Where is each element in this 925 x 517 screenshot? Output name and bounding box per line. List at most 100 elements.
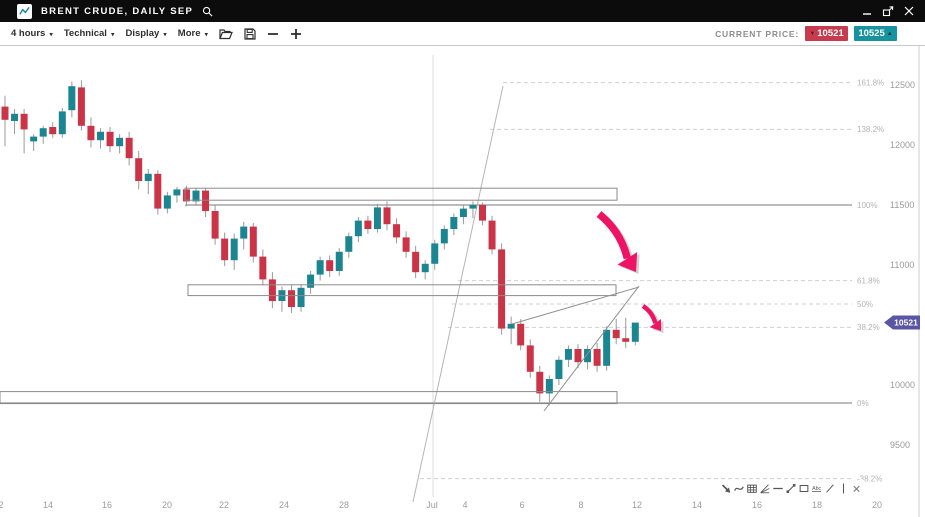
- candle: [555, 356, 563, 385]
- fib-label: 38.2%: [857, 323, 880, 332]
- wedge-lower-line[interactable]: [543, 285, 640, 412]
- ask-price-badge[interactable]: 10525 ▲: [854, 26, 897, 41]
- candle-body: [393, 224, 401, 238]
- tool-trend-line-icon[interactable]: [785, 482, 797, 496]
- candle: [507, 316, 515, 345]
- open-chart-button[interactable]: [219, 28, 233, 40]
- resistance-zone-upper[interactable]: [184, 187, 618, 201]
- candle-body: [345, 236, 353, 252]
- candle-body: [268, 279, 276, 301]
- fib-label: 50%: [857, 300, 873, 309]
- candle-body: [58, 111, 66, 135]
- candle-body: [116, 137, 124, 147]
- candle-body: [11, 113, 19, 121]
- zoom-out-button[interactable]: [267, 28, 279, 40]
- candle: [469, 201, 477, 219]
- candle-body: [49, 127, 57, 135]
- search-icon[interactable]: [202, 6, 213, 17]
- sell-arrow-large[interactable]: [596, 211, 638, 272]
- candle: [335, 248, 343, 276]
- wedge-upper-line[interactable]: [511, 286, 640, 325]
- tool-text-icon[interactable]: Abc: [811, 482, 823, 496]
- dropdown-technical[interactable]: Technical ▾: [64, 28, 115, 39]
- chevron-down-icon: ▾: [110, 31, 115, 38]
- candle-body: [230, 238, 238, 261]
- candle-body: [354, 220, 362, 237]
- candle-body: [77, 87, 85, 126]
- candle-body: [574, 349, 582, 363]
- candle-body: [555, 359, 563, 379]
- candle: [288, 285, 295, 313]
- minimize-button[interactable]: [861, 5, 873, 17]
- sell-arrow-small[interactable]: [641, 304, 662, 331]
- candle-body: [20, 113, 28, 130]
- dropdown-more[interactable]: More ▾: [178, 28, 208, 39]
- candle-body: [488, 220, 496, 250]
- time-axis-label: 28: [339, 500, 349, 510]
- candle: [584, 345, 592, 370]
- drawing-toolbar: Abc: [718, 480, 864, 497]
- tool-pointer-icon[interactable]: [720, 482, 732, 496]
- candle: [221, 232, 229, 267]
- candle: [87, 117, 95, 148]
- candle: [421, 260, 429, 280]
- candle: [574, 344, 582, 369]
- candle: [39, 125, 47, 144]
- restore-button[interactable]: [882, 5, 894, 17]
- tool-fan-lines-icon[interactable]: [759, 482, 771, 496]
- time-axis-label: 16: [102, 500, 112, 510]
- time-axis-label: 22: [219, 500, 229, 510]
- save-chart-button[interactable]: [244, 27, 256, 40]
- tool-close-icon[interactable]: [850, 482, 862, 496]
- candle: [564, 345, 572, 367]
- candle: [450, 213, 458, 235]
- time-axis-label: Jul: [426, 500, 438, 510]
- support-zone-lower[interactable]: [0, 391, 618, 405]
- time-axis-label: 20: [162, 500, 172, 510]
- bid-price-badge[interactable]: ▼ 10521: [805, 26, 848, 41]
- candle-body: [135, 158, 143, 181]
- tool-vertical-line-icon[interactable]: [837, 482, 849, 496]
- fib-anchor-trendline[interactable]: [412, 85, 504, 503]
- tool-diagonal-line-icon[interactable]: [824, 482, 836, 496]
- candle: [593, 343, 601, 372]
- time-axis-label: 24: [279, 500, 289, 510]
- candle-body: [526, 345, 534, 372]
- tool-horizontal-line-icon[interactable]: [772, 482, 784, 496]
- zoom-in-button[interactable]: [290, 28, 302, 40]
- close-button[interactable]: [903, 5, 915, 17]
- svg-text:Abc: Abc: [812, 486, 821, 492]
- tool-grid-icon[interactable]: [746, 482, 758, 496]
- candle-body: [440, 229, 448, 244]
- time-axis-label: 6: [519, 500, 524, 510]
- candle-body: [335, 251, 343, 271]
- time-axis-label: 12: [632, 500, 642, 510]
- tool-rectangle-icon[interactable]: [798, 482, 810, 496]
- candle: [431, 239, 439, 270]
- candle: [49, 122, 57, 138]
- candle: [106, 127, 114, 153]
- candle-body: [163, 195, 171, 209]
- chevron-down-icon: ▾: [204, 31, 208, 38]
- candle: [622, 317, 630, 348]
- resistance-zone-middle[interactable]: [187, 284, 617, 297]
- fib-label: 138.2%: [857, 125, 884, 134]
- dropdown-display[interactable]: Display ▾: [125, 28, 166, 39]
- candle: [268, 272, 276, 309]
- candle: [479, 202, 486, 226]
- candle-body: [507, 323, 515, 329]
- candle-body: [97, 131, 104, 141]
- candle-body: [211, 211, 219, 239]
- candle-body: [479, 205, 486, 221]
- candle: [373, 203, 381, 233]
- app-logo-icon: [17, 3, 32, 19]
- candle: [240, 221, 248, 250]
- candle-body: [450, 217, 458, 229]
- candle-body: [536, 371, 544, 394]
- candle: [1, 95, 9, 147]
- candle: [393, 218, 401, 244]
- candle-body: [221, 238, 229, 261]
- tool-freehand-icon[interactable]: [733, 482, 745, 496]
- dropdown-4-hours[interactable]: 4 hours ▾: [11, 28, 53, 39]
